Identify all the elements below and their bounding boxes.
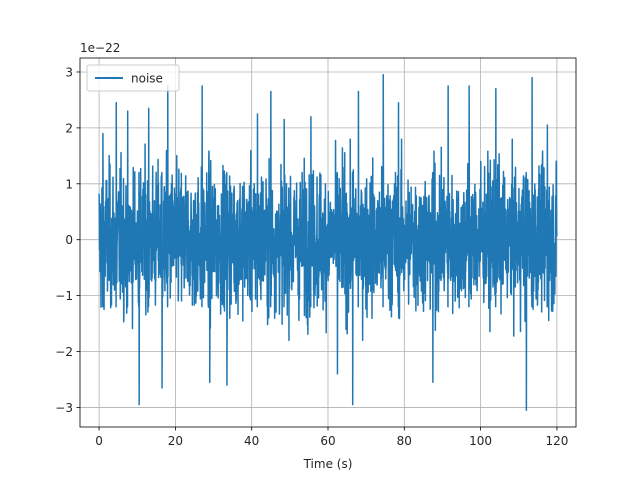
x-axis: 0 20 40 60 80 100 120: [95, 427, 568, 448]
x-axis-label: Time (s): [303, 457, 353, 471]
y-tick-label: −3: [55, 401, 73, 415]
x-tick-label: 80: [397, 434, 412, 448]
y-axis: −3 −2 −1 0 1 2 3: [55, 65, 80, 415]
x-tick-label: 120: [545, 434, 568, 448]
y-tick-label: 3: [65, 65, 73, 79]
x-tick-label: 0: [95, 434, 103, 448]
y-tick-label: 1: [65, 177, 73, 191]
x-tick-label: 20: [168, 434, 183, 448]
y-tick-label: 2: [65, 121, 73, 135]
y-axis-offset-label: 1e−22: [80, 41, 120, 55]
x-tick-label: 40: [244, 434, 259, 448]
y-tick-label: −1: [55, 289, 73, 303]
series-line-noise: [98, 74, 558, 411]
legend-label-noise: noise: [131, 72, 163, 86]
legend-box: [86, 64, 180, 92]
y-tick-label: −2: [55, 345, 73, 359]
series-noise: [98, 74, 558, 411]
x-tick-label: 60: [320, 434, 335, 448]
y-tick-label: 0: [65, 233, 73, 247]
legend: noise: [86, 64, 180, 92]
x-tick-label: 100: [469, 434, 492, 448]
